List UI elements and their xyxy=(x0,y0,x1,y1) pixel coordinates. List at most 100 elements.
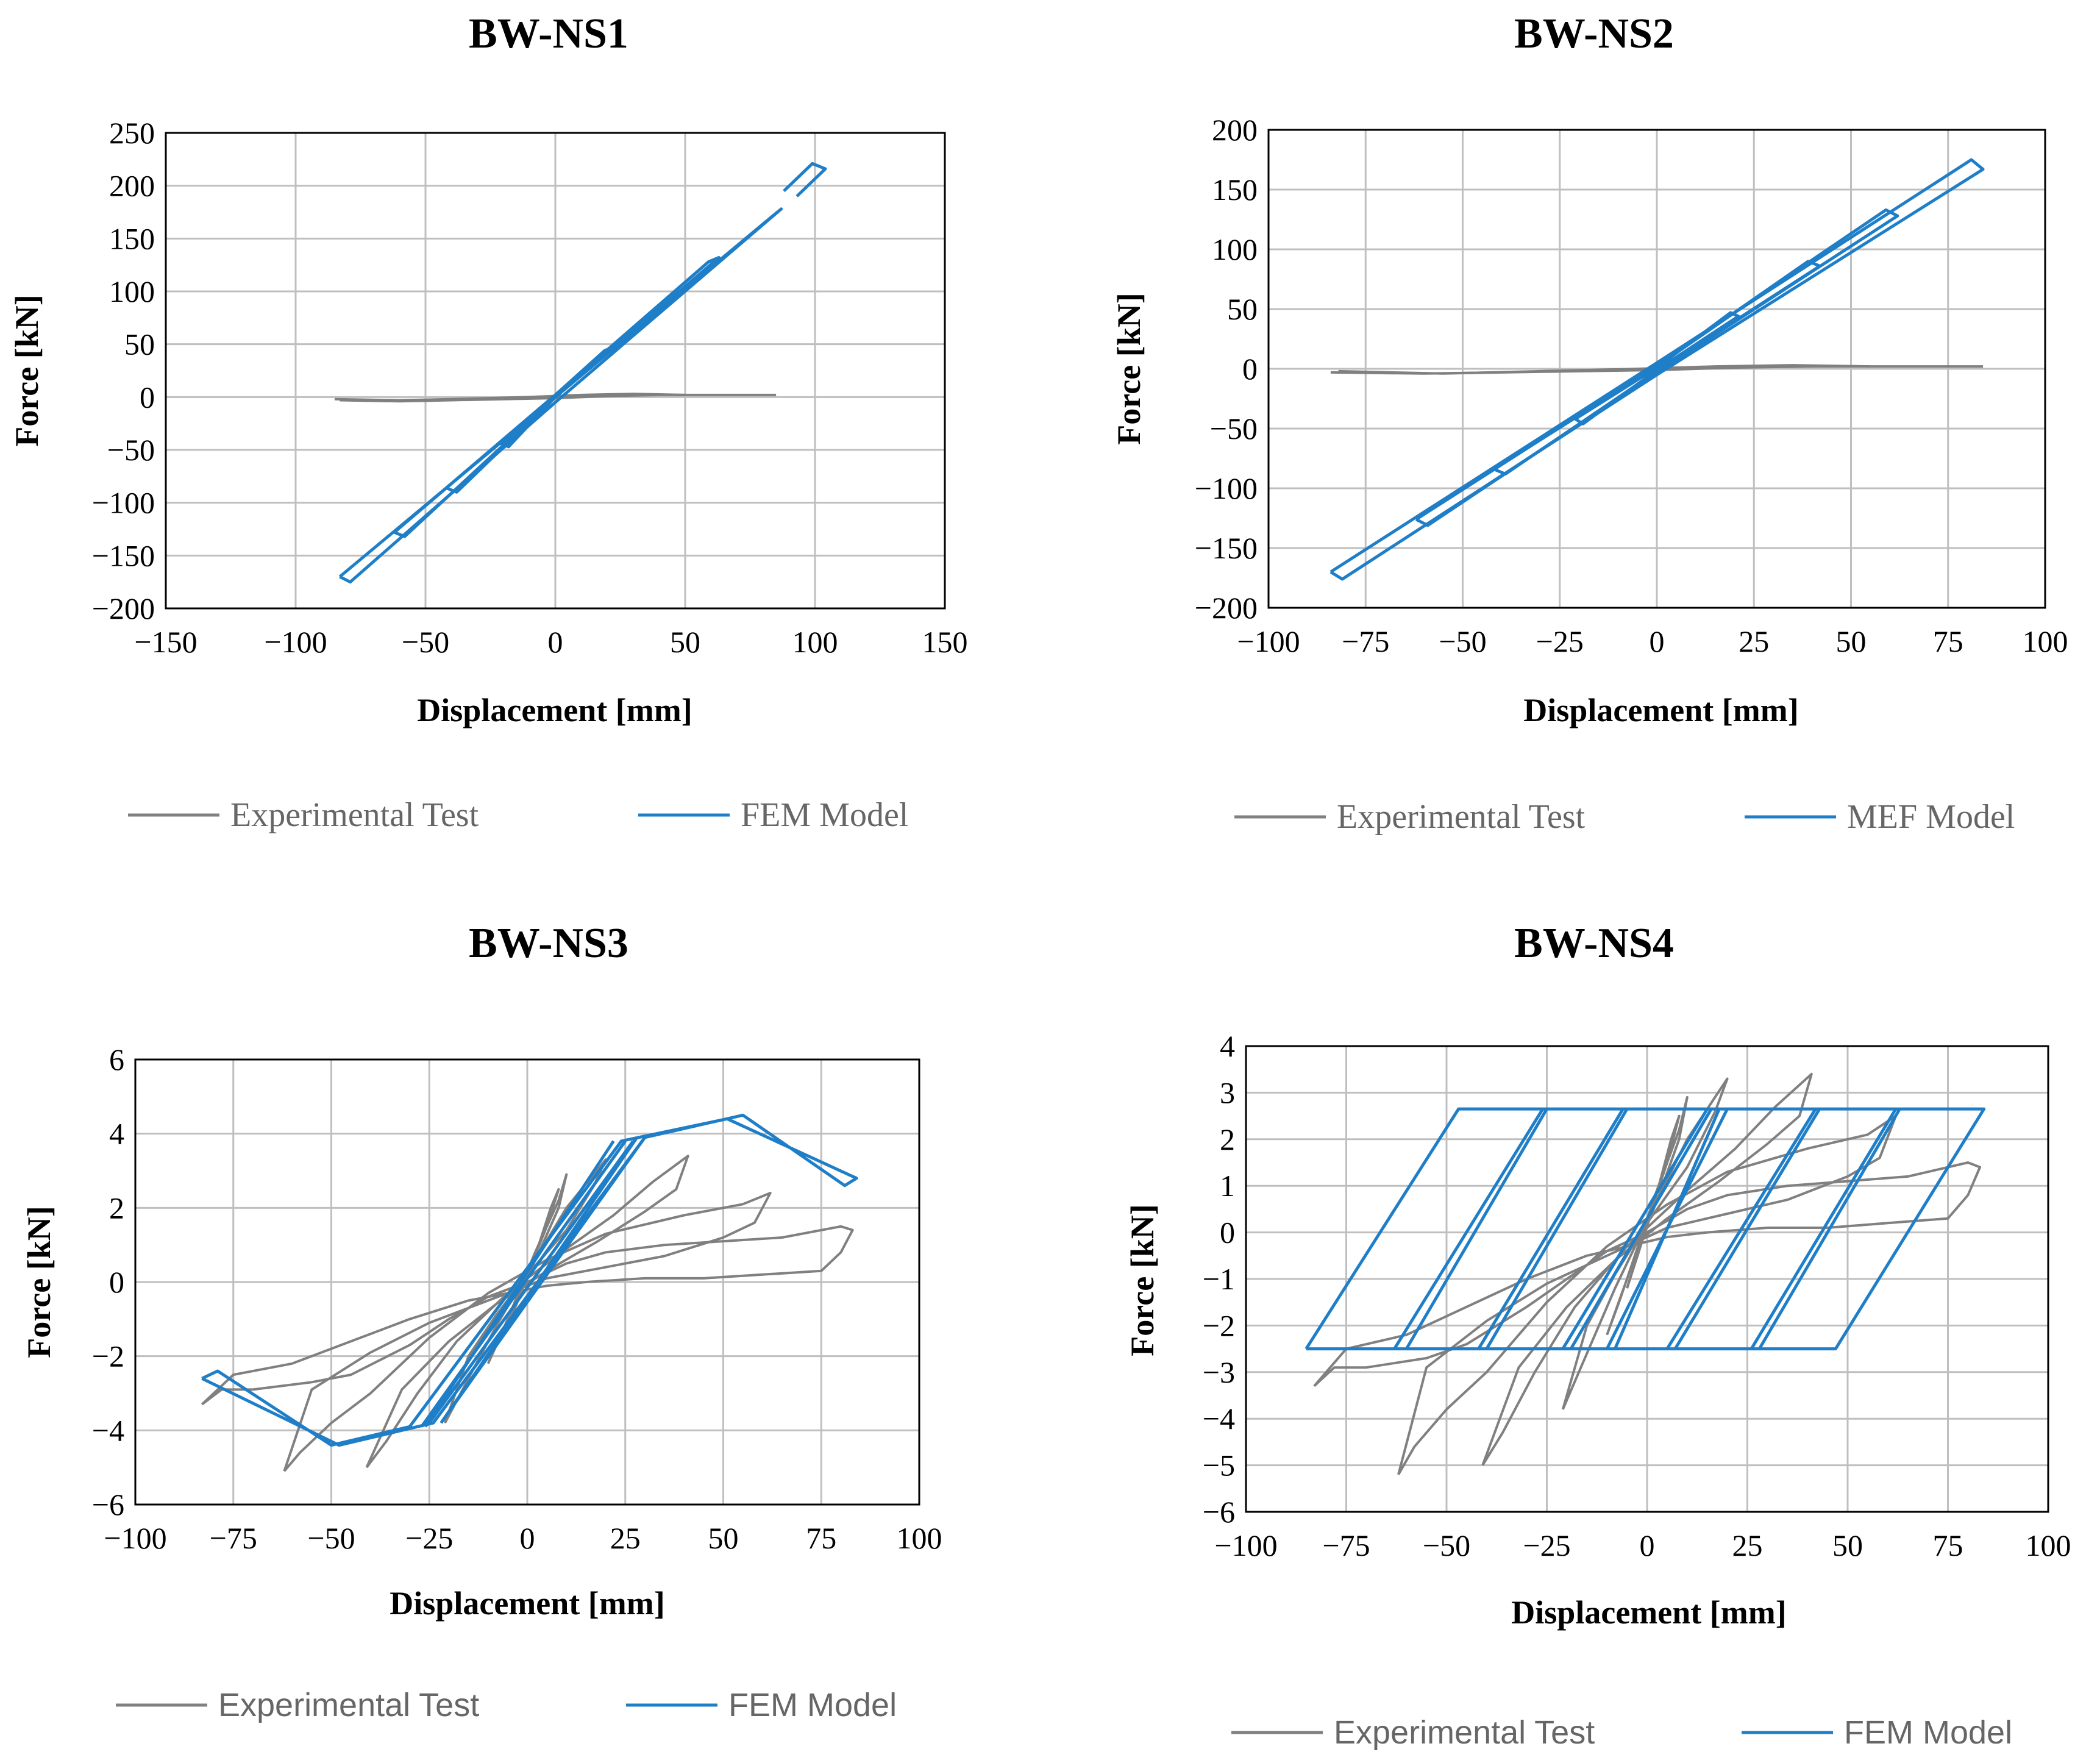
series-line xyxy=(334,393,686,402)
x-tick-label: −50 xyxy=(402,625,449,659)
x-tick-label: −50 xyxy=(1439,624,1486,658)
series-line xyxy=(447,1136,646,1413)
x-tick-label: −25 xyxy=(405,1521,453,1555)
series-line xyxy=(1758,1108,1901,1350)
chart-bw-ns1: BW-NS1 Force [kN] Displacement [mm] −150… xyxy=(9,10,968,834)
y-tick-label: −100 xyxy=(1195,471,1258,505)
y-tick-label: −5 xyxy=(1203,1448,1235,1483)
y-tick-label: −50 xyxy=(107,433,155,467)
grid xyxy=(1245,1045,2049,1513)
x-axis-title: Displacement [mm] xyxy=(417,692,692,728)
chart-bw-ns2: BW-NS2 Force [kN] Displacement [mm] −100… xyxy=(1111,10,2068,836)
x-tick-label: 75 xyxy=(806,1521,836,1555)
y-tick-label: 0 xyxy=(140,380,155,414)
x-tick-label: −100 xyxy=(1214,1528,1277,1562)
x-tick-label: −25 xyxy=(1523,1528,1570,1562)
series-line xyxy=(1665,1108,1817,1350)
x-tick-label: 0 xyxy=(1650,624,1665,658)
series-fem-model xyxy=(201,1113,858,1447)
x-tick-label: −50 xyxy=(1423,1528,1470,1562)
tick-labels: −100 −75 −50 −25 0 25 50 75 100 4 3 2 1 0 −1 −2 −3 −4 −5 −6 xyxy=(1203,1029,2071,1562)
y-tick-label: 150 xyxy=(1212,173,1258,207)
x-tick-label: 100 xyxy=(2026,1528,2071,1562)
chart-bw-ns3: BW-NS3 Force [kN] Displacement [mm] −100… xyxy=(21,920,942,1723)
x-tick-label: −100 xyxy=(1237,624,1300,658)
grid xyxy=(165,132,946,610)
y-tick-label: 4 xyxy=(109,1117,124,1151)
series-line xyxy=(1393,1108,1545,1350)
y-axis-title: Force [kN] xyxy=(9,294,45,446)
x-tick-label: 0 xyxy=(548,625,563,659)
x-tick-label: 50 xyxy=(1836,624,1867,658)
y-tick-label: −1 xyxy=(1203,1262,1235,1296)
series-line xyxy=(1481,1072,1813,1466)
series-mef-model xyxy=(1329,158,1985,581)
x-tick-label: −100 xyxy=(264,625,327,659)
series-line xyxy=(201,1225,854,1406)
series-line xyxy=(424,1140,615,1428)
y-tick-label: 6 xyxy=(109,1042,124,1077)
y-tick-label: 200 xyxy=(109,169,155,203)
x-tick-label: −100 xyxy=(104,1521,166,1555)
chart-panel-bw-ns1: BW-NS1 Force [kN] Displacement [mm] −150… xyxy=(0,0,1036,866)
legend: Experimental Test FEM Model xyxy=(128,796,908,834)
series-line xyxy=(1569,1108,1713,1350)
legend-label: FEM Model xyxy=(741,796,908,834)
tick-labels: −100 −75 −50 −25 0 25 50 75 100 6 4 2 0 −2 −4 −6 xyxy=(92,1042,942,1555)
y-tick-label: −2 xyxy=(92,1339,124,1373)
plot-frame xyxy=(1267,129,2046,609)
y-tick-label: 100 xyxy=(109,274,155,308)
y-tick-label: −150 xyxy=(1195,531,1258,565)
series-line xyxy=(1304,1107,1986,1351)
y-tick-label: −4 xyxy=(1203,1401,1235,1436)
y-tick-label: −6 xyxy=(1203,1495,1235,1529)
chart-panel-bw-ns2: BW-NS2 Force [kN] Displacement [mm] −100… xyxy=(1048,0,2100,866)
x-tick-label: 100 xyxy=(2023,624,2068,658)
y-tick-label: −6 xyxy=(92,1487,124,1522)
y-tick-label: 0 xyxy=(1242,352,1258,386)
y-tick-label: 3 xyxy=(1220,1075,1235,1109)
x-tick-label: 75 xyxy=(1933,1528,1963,1562)
y-axis-title: Force [kN] xyxy=(1124,1204,1161,1356)
series-line xyxy=(1614,1108,1721,1350)
y-tick-label: 0 xyxy=(1220,1216,1235,1250)
chart-panel-bw-ns4: BW-NS4 Force [kN] Displacement [mm] −100… xyxy=(1048,890,2100,1763)
x-tick-label: 50 xyxy=(708,1521,739,1555)
series-line xyxy=(1405,1108,1548,1350)
y-tick-label: −50 xyxy=(1210,411,1258,446)
y-tick-label: −2 xyxy=(1203,1308,1235,1342)
legend-label: Experimental Test xyxy=(218,1687,479,1723)
y-tick-label: 100 xyxy=(1212,232,1258,266)
y-tick-label: −150 xyxy=(92,538,155,572)
y-tick-label: 150 xyxy=(109,221,155,255)
series-line xyxy=(283,1192,772,1472)
y-tick-label: −4 xyxy=(92,1413,124,1447)
legend-label: MEF Model xyxy=(1847,798,2015,836)
series-line xyxy=(1673,1108,1821,1350)
series-line xyxy=(1313,1161,1982,1387)
series-line xyxy=(499,346,614,449)
x-axis-title: Displacement [mm] xyxy=(1523,692,1798,728)
series-line xyxy=(1606,1096,1689,1336)
x-tick-label: 25 xyxy=(1732,1528,1763,1562)
x-tick-label: 50 xyxy=(1832,1528,1863,1562)
grid xyxy=(1267,129,2046,609)
legend-label: Experimental Test xyxy=(1334,1714,1595,1751)
series-line xyxy=(1477,1108,1625,1350)
legend: Experimental Test FEM Model xyxy=(1231,1714,2012,1751)
series-line xyxy=(1338,364,1871,375)
y-axis-title: Force [kN] xyxy=(1111,293,1147,444)
series-fem-model xyxy=(338,162,827,584)
plot-frame xyxy=(134,1058,920,1506)
chart-bw-ns4: BW-NS4 Force [kN] Displacement [mm] −100… xyxy=(1124,920,2071,1751)
y-tick-label: −200 xyxy=(92,591,155,625)
series-line xyxy=(365,1155,689,1469)
y-tick-label: 250 xyxy=(109,116,155,150)
series-line xyxy=(201,1113,858,1447)
x-tick-label: 0 xyxy=(1640,1528,1655,1562)
y-tick-label: 0 xyxy=(109,1265,124,1299)
x-tick-label: −75 xyxy=(1322,1528,1370,1562)
legend-label: FEM Model xyxy=(1844,1714,2012,1751)
y-tick-label: 50 xyxy=(1227,292,1258,326)
x-tick-label: 25 xyxy=(1739,624,1769,658)
